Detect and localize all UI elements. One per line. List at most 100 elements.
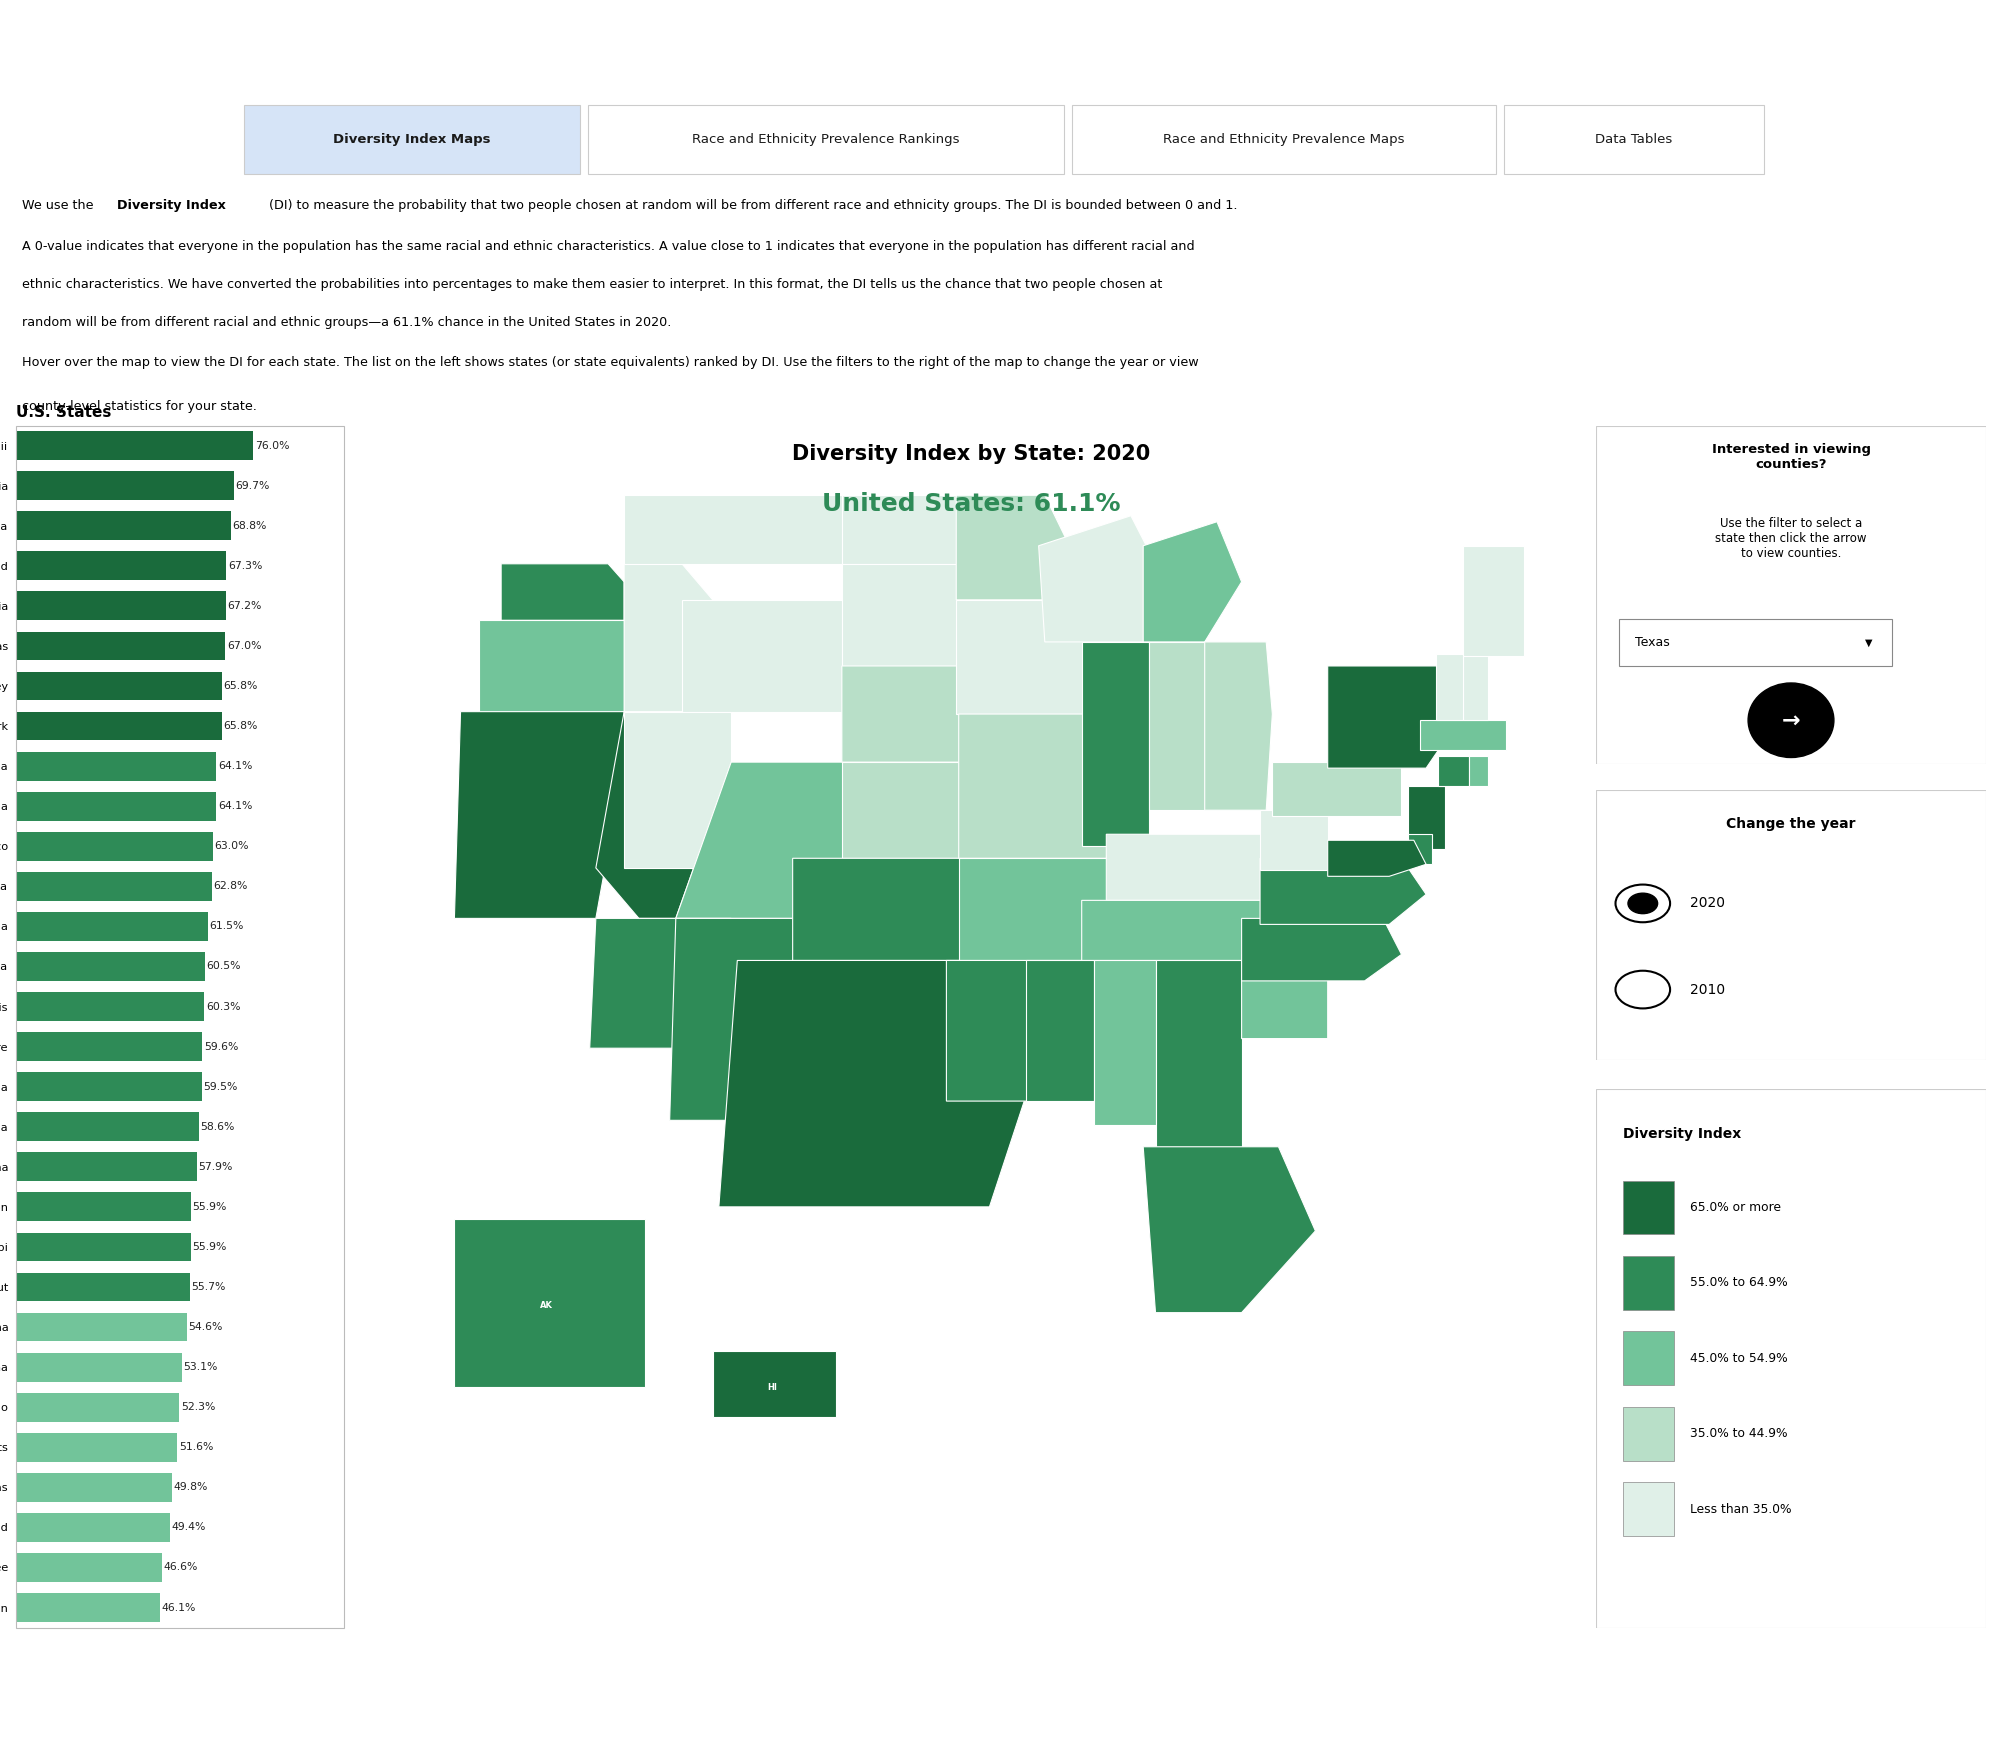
Text: →: → [1782,710,1800,730]
Polygon shape [842,665,1038,763]
Bar [16,1192,190,1221]
FancyBboxPatch shape [1596,790,1986,1060]
Polygon shape [842,495,1020,565]
Text: census.gov: census.gov [236,1695,286,1704]
Bar [16,672,222,700]
Polygon shape [670,919,872,1120]
FancyBboxPatch shape [588,106,1064,174]
Polygon shape [712,1351,836,1417]
Bar [16,591,226,620]
Text: 2020: 2020 [1690,896,1724,910]
Text: 65.0% or more: 65.0% or more [1690,1200,1780,1214]
Polygon shape [1204,643,1272,809]
Text: 55.9%: 55.9% [192,1202,226,1212]
Polygon shape [676,763,872,919]
Text: (DI) to measure the probability that two people chosen at random will be from di: (DI) to measure the probability that two… [266,198,1238,212]
Circle shape [1616,971,1670,1009]
FancyBboxPatch shape [1620,618,1892,665]
Bar [16,752,216,780]
Text: 63.0%: 63.0% [214,841,248,851]
Text: Hover over the map to view the DI for each state. The list on the left shows sta: Hover over the map to view the DI for ea… [22,356,1198,370]
Polygon shape [1260,858,1426,924]
Text: A 0-value indicates that everyone in the population has the same racial and ethn: A 0-value indicates that everyone in the… [22,240,1194,254]
FancyBboxPatch shape [1596,1089,1986,1628]
Text: United States: 61.1%: United States: 61.1% [822,492,1120,516]
Text: 65.8%: 65.8% [224,681,258,691]
Text: 67.0%: 67.0% [226,641,262,651]
FancyBboxPatch shape [1504,106,1764,174]
Text: Texas: Texas [1636,636,1670,650]
FancyArrow shape [176,115,220,165]
Text: Source: 2010 Census Redistricting Data (Public Law 94-171) Summary File; 2020 Ce: Source: 2010 Census Redistricting Data (… [1246,1685,1990,1695]
Circle shape [1616,884,1670,922]
Bar [16,992,204,1021]
Text: 67.3%: 67.3% [228,561,262,571]
Circle shape [1628,893,1658,914]
Polygon shape [454,1219,646,1388]
Bar [16,1112,200,1141]
Bar [16,632,226,660]
Polygon shape [1436,653,1462,721]
Bar [16,1152,196,1181]
Bar [16,1553,162,1582]
Text: Use the filter to select a
state then click the arrow
to view counties.: Use the filter to select a state then cl… [1716,518,1866,559]
Text: ▼: ▼ [1866,637,1872,648]
Bar [16,952,204,981]
Polygon shape [1408,787,1444,849]
Text: Percentages may not add to 100 due to rounding.: Percentages may not add to 100 due to ro… [1730,1662,1990,1673]
FancyBboxPatch shape [1624,1256,1674,1310]
FancyBboxPatch shape [1624,1482,1674,1536]
Text: 46.6%: 46.6% [164,1563,198,1572]
Bar [16,511,230,540]
Text: 49.4%: 49.4% [172,1522,206,1532]
Bar [16,1393,180,1421]
Bar [16,832,212,862]
Polygon shape [1144,1146,1316,1313]
Text: 59.6%: 59.6% [204,1042,238,1051]
Text: 60.3%: 60.3% [206,1002,240,1011]
Text: 45.0% to 54.9%: 45.0% to 54.9% [1690,1351,1788,1365]
Polygon shape [956,495,1070,599]
FancyBboxPatch shape [1624,1181,1674,1235]
Bar [16,1473,172,1503]
Bar [16,431,254,460]
Polygon shape [842,763,1038,858]
Polygon shape [1328,841,1426,877]
Text: Note: U.S. diversity index and state rank do not include Puerto Rico. Ranking ba: Note: U.S. diversity index and state ran… [1424,1641,1990,1650]
Text: 76.0%: 76.0% [254,441,290,450]
Text: Diversity Index: Diversity Index [1624,1127,1742,1141]
Polygon shape [1150,643,1204,809]
Polygon shape [1094,961,1156,1126]
Polygon shape [842,565,1020,665]
Text: ethnic characteristics. We have converted the probabilities into percentages to : ethnic characteristics. We have converte… [22,278,1162,290]
Text: 51.6%: 51.6% [178,1442,214,1452]
Text: 46.1%: 46.1% [162,1603,196,1612]
Polygon shape [1106,834,1290,900]
Text: 67.2%: 67.2% [228,601,262,611]
Text: 2010: 2010 [1690,983,1724,997]
Text: 64.1%: 64.1% [218,801,252,811]
FancyBboxPatch shape [1072,106,1496,174]
Text: Interested in viewing
counties?: Interested in viewing counties? [1712,443,1870,471]
Polygon shape [1420,721,1506,750]
Bar [16,792,216,820]
Text: Additional information is available for:  Diversity Index,   Race,   Ethnicity, : Additional information is available for:… [1362,1706,1990,1716]
Text: 59.5%: 59.5% [204,1082,238,1091]
Polygon shape [590,919,732,1047]
Polygon shape [1242,919,1402,981]
Polygon shape [1462,653,1488,721]
Text: 69.7%: 69.7% [236,481,270,490]
FancyBboxPatch shape [1624,1407,1674,1461]
Polygon shape [1470,756,1488,787]
Bar [16,1233,190,1261]
Text: 61.5%: 61.5% [210,921,244,931]
Text: United States®: United States® [14,1647,84,1657]
Text: Race and Ethnicity Prevalence Rankings: Race and Ethnicity Prevalence Rankings [692,134,960,146]
Bar [16,551,226,580]
Text: 58.6%: 58.6% [200,1122,234,1133]
FancyBboxPatch shape [244,106,580,174]
Polygon shape [956,599,1094,714]
Text: HI: HI [766,1383,776,1391]
Bar [16,872,212,902]
Circle shape [1748,683,1834,757]
